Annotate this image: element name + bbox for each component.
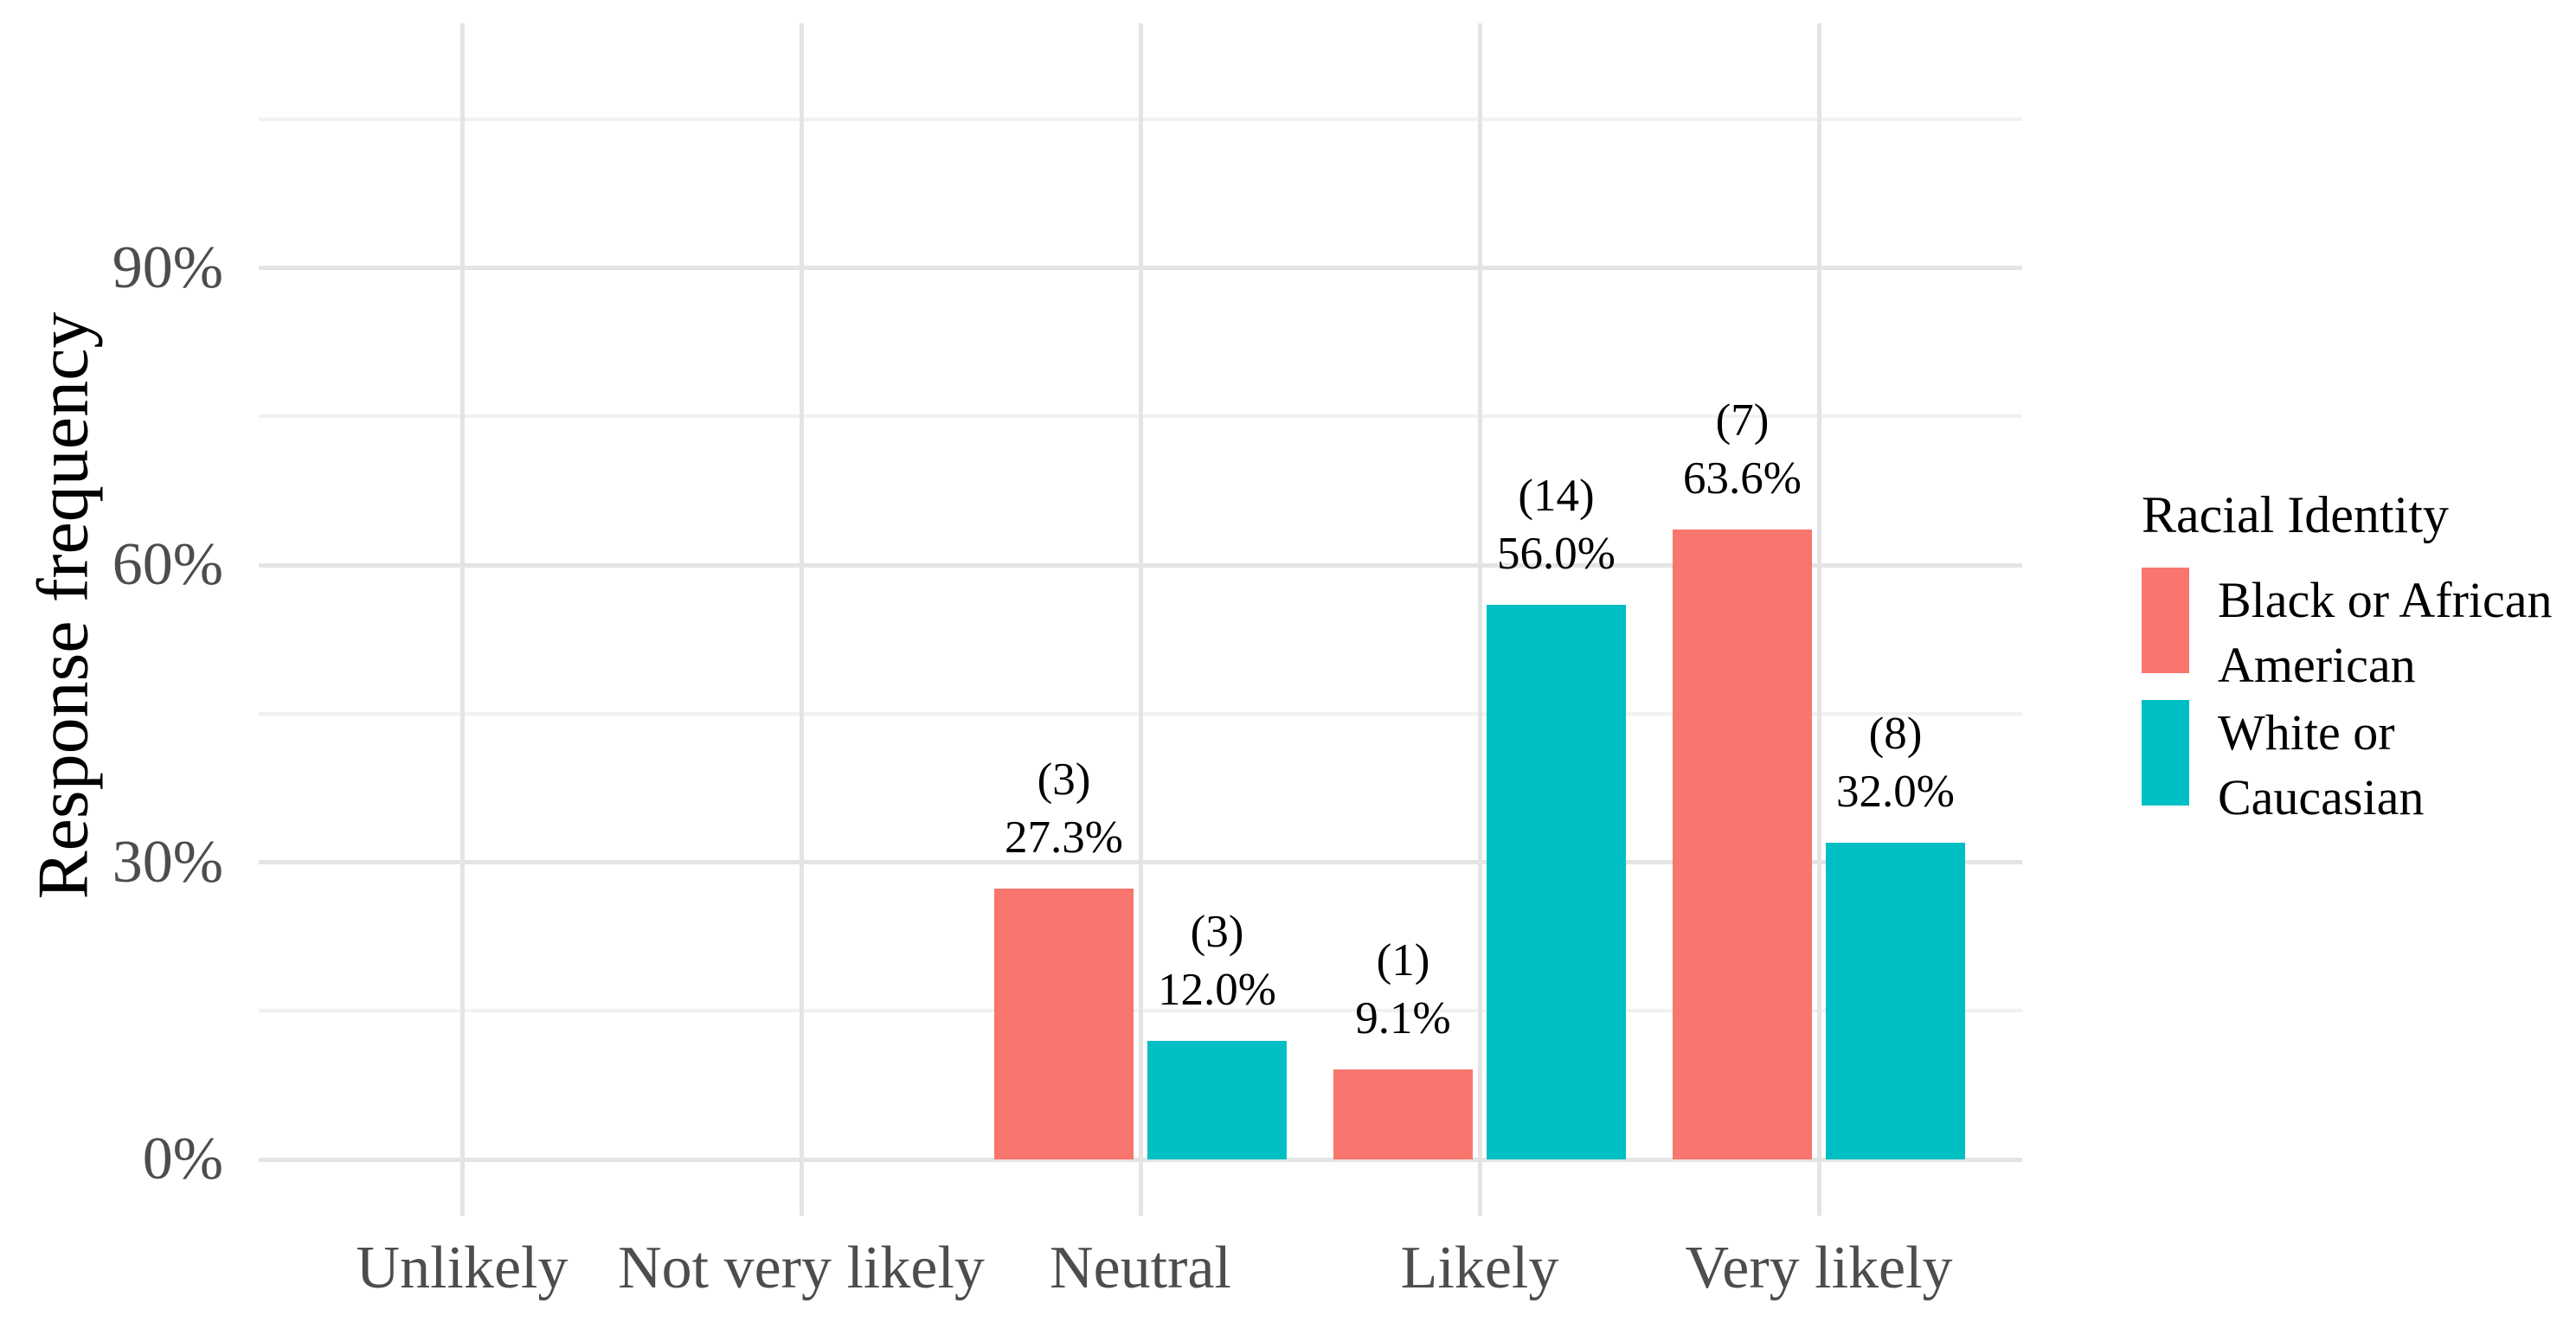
- gridline-major-vertical: [1816, 23, 1821, 1216]
- bar-label: (7) 63.6%: [1683, 395, 1802, 504]
- gridline-major-vertical: [799, 23, 804, 1216]
- bar-label: (14) 56.0%: [1497, 470, 1616, 579]
- legend-title: Racial Identity: [2142, 486, 2449, 543]
- gridline-major-vertical: [1138, 23, 1143, 1216]
- bar: [1673, 529, 1812, 1159]
- legend-entry-line: White or: [2218, 704, 2395, 761]
- x-tick-label: Very likely: [1685, 1235, 1953, 1301]
- x-tick-label: Not very likely: [618, 1235, 985, 1301]
- legend: Racial Identity Black or African America…: [2142, 485, 2574, 830]
- bar: [1826, 842, 1965, 1159]
- legend-entry-line: American: [2218, 637, 2416, 693]
- legend-entry-label: White or Caucasian: [2218, 700, 2424, 830]
- y-tick-label: 30%: [112, 828, 223, 896]
- bar-label: (8) 32.0%: [1836, 708, 1955, 817]
- legend-entries: Black or African American White or Cauca…: [2142, 568, 2574, 830]
- bar-label: (3) 12.0%: [1158, 906, 1276, 1015]
- gridline-major-vertical: [1477, 23, 1482, 1216]
- bar: [994, 889, 1134, 1159]
- x-tick-label: Likely: [1400, 1235, 1559, 1301]
- y-tick-label: 60%: [112, 531, 223, 598]
- bar: [1487, 604, 1626, 1159]
- x-tick-label: Neutral: [1050, 1235, 1231, 1301]
- bar: [1147, 1040, 1287, 1159]
- bar: [1333, 1069, 1473, 1159]
- bar-label: (1) 9.1%: [1355, 934, 1451, 1043]
- legend-entry-line: Caucasian: [2218, 769, 2425, 825]
- y-tick-label: 90%: [112, 234, 223, 301]
- y-tick-label: 0%: [142, 1126, 223, 1192]
- legend-key-swatch: [2142, 700, 2189, 806]
- y-axis-title: Response frequency: [22, 311, 104, 900]
- legend-entry-black-or-african-american: Black or African American: [2142, 568, 2574, 697]
- legend-entry-white-or-caucasian: White or Caucasian: [2142, 700, 2574, 830]
- gridline-major-vertical: [459, 23, 465, 1216]
- legend-key-swatch: [2142, 568, 2189, 673]
- legend-entry-line: Black or African: [2218, 572, 2553, 628]
- x-tick-label: Unlikely: [356, 1235, 569, 1301]
- bar-label: (3) 27.3%: [1005, 754, 1123, 864]
- legend-entry-label: Black or African American: [2218, 568, 2553, 697]
